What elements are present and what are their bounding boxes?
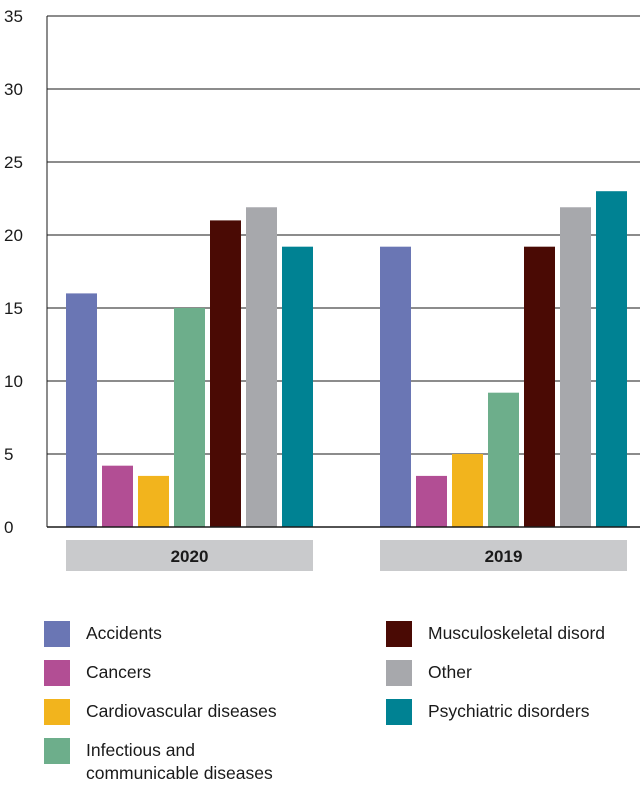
- y-tick-label-10: 10: [4, 372, 23, 391]
- bar-2020-6: [246, 207, 277, 527]
- category-label-2019: 2019: [485, 547, 523, 566]
- legend-swatch-psychiatric: [386, 699, 412, 725]
- legend-label-cardiovascular: Cardiovascular diseases: [86, 701, 277, 721]
- bar-2020-3: [138, 475, 169, 527]
- bar-2020-5: [210, 220, 241, 527]
- y-tick-label-30: 30: [4, 80, 23, 99]
- legend-label-accidents: Accidents: [86, 623, 162, 643]
- legend-item-musculoskeletal: Musculoskeletal disord: [386, 621, 605, 647]
- bar-2020-2: [102, 465, 133, 527]
- legend-swatch-infectious: [44, 738, 70, 764]
- bar-chart: 0 5 10 15 20 25 30 35 2020 2019: [4, 7, 640, 571]
- bar-2019-2: [416, 475, 447, 527]
- y-tick-label-25: 25: [4, 153, 23, 172]
- bar-2020-7: [282, 246, 313, 527]
- legend-item-accidents: Accidents: [44, 621, 162, 647]
- bar-2019-5: [524, 246, 555, 527]
- legend-label-musculoskeletal: Musculoskeletal disord: [428, 623, 606, 643]
- y-tick-label-35: 35: [4, 7, 23, 26]
- legend-swatch-other: [386, 660, 412, 686]
- y-tick-label-20: 20: [4, 226, 23, 245]
- legend-item-cancers: Cancers: [44, 660, 151, 686]
- legend-swatch-cancers: [44, 660, 70, 686]
- bar-2019-7: [596, 191, 627, 527]
- bar-2019-4: [488, 392, 519, 527]
- legend-label-cancers: Cancers: [86, 662, 152, 682]
- y-tick-label-15: 15: [4, 299, 23, 318]
- bar-2019-6: [560, 207, 591, 527]
- legend-label-infectious: Infectious and communicable diseases: [86, 740, 273, 783]
- bar-2019-1: [380, 246, 411, 527]
- legend-item-infectious: Infectious and communicable diseases: [44, 738, 273, 785]
- legend-swatch-accidents: [44, 621, 70, 647]
- y-tick-label-5: 5: [4, 445, 13, 464]
- legend-item-cardiovascular: Cardiovascular diseases: [44, 699, 277, 725]
- bar-2019-3: [452, 454, 483, 527]
- y-tick-label-0: 0: [4, 518, 13, 537]
- category-label-2020: 2020: [171, 547, 209, 566]
- legend-label-psychiatric: Psychiatric disorders: [428, 701, 590, 721]
- legend-item-other: Other: [386, 660, 472, 686]
- category-box-2020: [66, 540, 313, 571]
- category-box-2019: [380, 540, 627, 571]
- bar-2020-4: [174, 308, 205, 527]
- legend-swatch-cardiovascular: [44, 699, 70, 725]
- bar-2020-1: [66, 293, 97, 527]
- legend-label-other: Other: [428, 662, 472, 682]
- legend-item-psychiatric: Psychiatric disorders: [386, 699, 589, 725]
- legend-swatch-musculoskeletal: [386, 621, 412, 647]
